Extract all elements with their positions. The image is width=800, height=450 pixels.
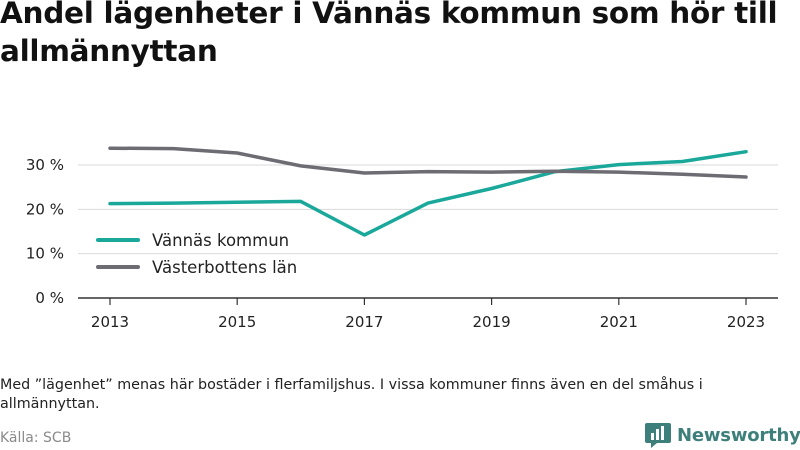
line-chart: 0 % 10 % 20 % 30 % 2013 2015 2017 2019 2021 2023…: [26, 146, 778, 331]
legend-label: Västerbottens län: [152, 258, 297, 277]
x-tick-label: 2021: [600, 313, 638, 331]
newsworthy-logo-icon: [645, 423, 671, 448]
y-tick-label: 30 %: [26, 156, 64, 174]
x-tick-label: 2023: [727, 313, 765, 331]
brand-name: Newsworthy: [677, 424, 800, 446]
source-label: Källa: SCB: [0, 430, 72, 446]
y-tick-label: 10 %: [26, 245, 64, 263]
gridlines: [78, 164, 778, 255]
series-line-vasterbotten: [108, 146, 748, 179]
legend-label: Vännäs kommun: [152, 231, 289, 250]
y-tick-label: 0 %: [35, 289, 64, 307]
x-tick-label: 2017: [345, 313, 383, 331]
series-lines: [108, 146, 748, 237]
x-axis: 2013 2015 2017 2019 2021 2023: [78, 297, 778, 331]
y-axis: 0 % 10 % 20 % 30 %: [26, 156, 64, 307]
legend: Vännäs kommun Västerbottens län: [96, 231, 297, 277]
x-tick-label: 2015: [218, 313, 256, 331]
x-tick-label: 2019: [473, 313, 511, 331]
y-tick-label: 20 %: [26, 200, 64, 218]
chart-note: Med ”lägenhet” menas här bostäder i fler…: [0, 377, 703, 412]
series-line-vannas: [108, 149, 748, 237]
brand-logo: Newsworthy: [645, 420, 800, 450]
chart-title: Andel lägenheter i Vännäs kommun som hör…: [0, 0, 778, 68]
x-tick-label: 2013: [91, 313, 129, 331]
